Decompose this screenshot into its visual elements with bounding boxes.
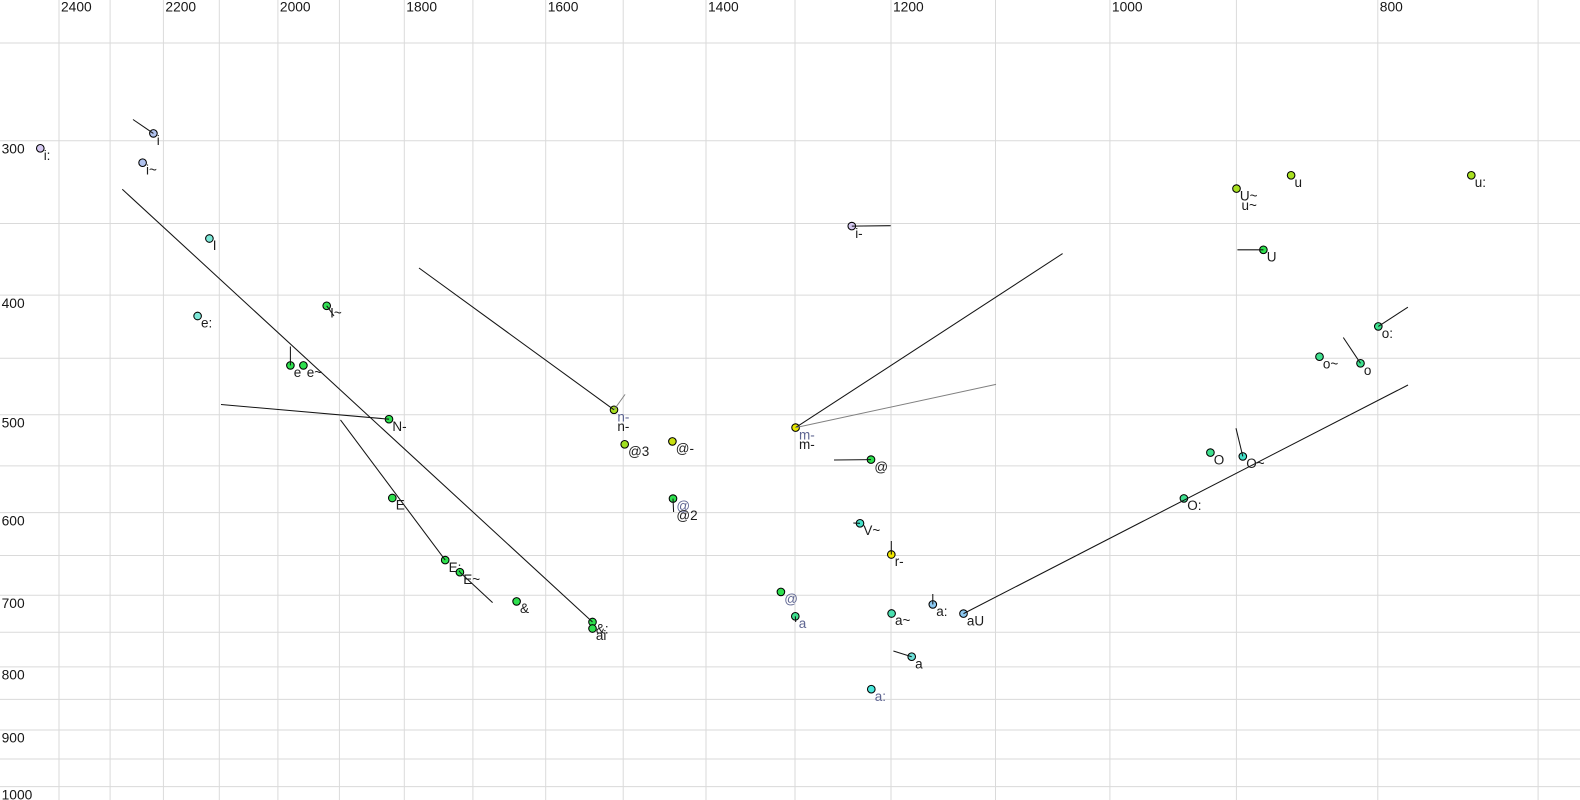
svg-text:e~: e~ bbox=[307, 365, 323, 380]
svg-text:400: 400 bbox=[2, 296, 25, 311]
svg-text:e:: e: bbox=[201, 316, 212, 331]
svg-text:O~: O~ bbox=[1246, 456, 1265, 471]
svg-text:aU: aU bbox=[967, 613, 984, 628]
svg-text:a~: a~ bbox=[895, 613, 911, 628]
svg-text:u: u bbox=[1295, 175, 1303, 190]
svg-text:O:: O: bbox=[1187, 498, 1201, 513]
svg-text:i~: i~ bbox=[146, 162, 157, 177]
svg-text:1800: 1800 bbox=[406, 0, 437, 15]
svg-text:&:: &: bbox=[596, 622, 609, 637]
svg-text:e: e bbox=[294, 365, 302, 380]
svg-text:ai: ai bbox=[596, 628, 607, 643]
svg-text:700: 700 bbox=[2, 596, 25, 611]
svg-text:a: a bbox=[915, 656, 923, 671]
svg-text:a:: a: bbox=[875, 689, 886, 704]
svg-text:&: & bbox=[520, 601, 529, 616]
svg-text:1000: 1000 bbox=[2, 787, 33, 800]
svg-text:@: @ bbox=[676, 498, 690, 513]
svg-text:E:: E: bbox=[449, 560, 462, 575]
svg-text:600: 600 bbox=[2, 513, 25, 528]
svg-text:800: 800 bbox=[1380, 0, 1403, 15]
svg-text:U~: U~ bbox=[1240, 188, 1258, 203]
svg-text:i-: i- bbox=[855, 226, 863, 241]
svg-text:@: @ bbox=[784, 592, 798, 607]
svg-text:a: a bbox=[799, 616, 807, 631]
svg-text:300: 300 bbox=[2, 142, 25, 157]
svg-text:@-: @- bbox=[676, 441, 694, 456]
svg-text:1200: 1200 bbox=[893, 0, 924, 15]
svg-text:I: I bbox=[213, 238, 217, 253]
svg-text:E~: E~ bbox=[463, 572, 480, 587]
svg-text:2000: 2000 bbox=[280, 0, 311, 15]
svg-text:1600: 1600 bbox=[548, 0, 579, 15]
svg-text:u~: u~ bbox=[1242, 198, 1258, 213]
svg-text:@: @ bbox=[874, 459, 888, 474]
svg-text:n-: n- bbox=[617, 419, 629, 434]
svg-text:900: 900 bbox=[2, 731, 25, 746]
svg-text:u:: u: bbox=[1475, 175, 1486, 190]
svg-text:V~: V~ bbox=[863, 523, 880, 538]
svg-text:E: E bbox=[396, 498, 405, 513]
svg-text:@2: @2 bbox=[676, 508, 697, 523]
svg-text:2400: 2400 bbox=[61, 0, 92, 15]
svg-text:1400: 1400 bbox=[708, 0, 739, 15]
svg-text:m-: m- bbox=[799, 427, 815, 442]
svg-text:o:: o: bbox=[1382, 326, 1393, 341]
svg-text:800: 800 bbox=[2, 668, 25, 683]
svg-text:o: o bbox=[1364, 363, 1372, 378]
svg-text:O: O bbox=[1214, 452, 1225, 467]
svg-text:500: 500 bbox=[2, 416, 25, 431]
svg-text:2200: 2200 bbox=[165, 0, 196, 15]
svg-text:1000: 1000 bbox=[1112, 0, 1143, 15]
svg-text:I~: I~ bbox=[330, 306, 342, 321]
svg-text:N-: N- bbox=[392, 419, 406, 434]
svg-text:U: U bbox=[1267, 250, 1277, 265]
svg-text:@3: @3 bbox=[628, 444, 649, 459]
svg-text:r-: r- bbox=[895, 554, 904, 569]
svg-text:n-: n- bbox=[617, 410, 629, 425]
svg-text:o~: o~ bbox=[1323, 356, 1339, 371]
svg-text:a:: a: bbox=[936, 604, 947, 619]
svg-text:m-: m- bbox=[799, 437, 815, 452]
svg-text:i:: i: bbox=[44, 148, 51, 163]
svg-text:i: i bbox=[157, 133, 160, 148]
